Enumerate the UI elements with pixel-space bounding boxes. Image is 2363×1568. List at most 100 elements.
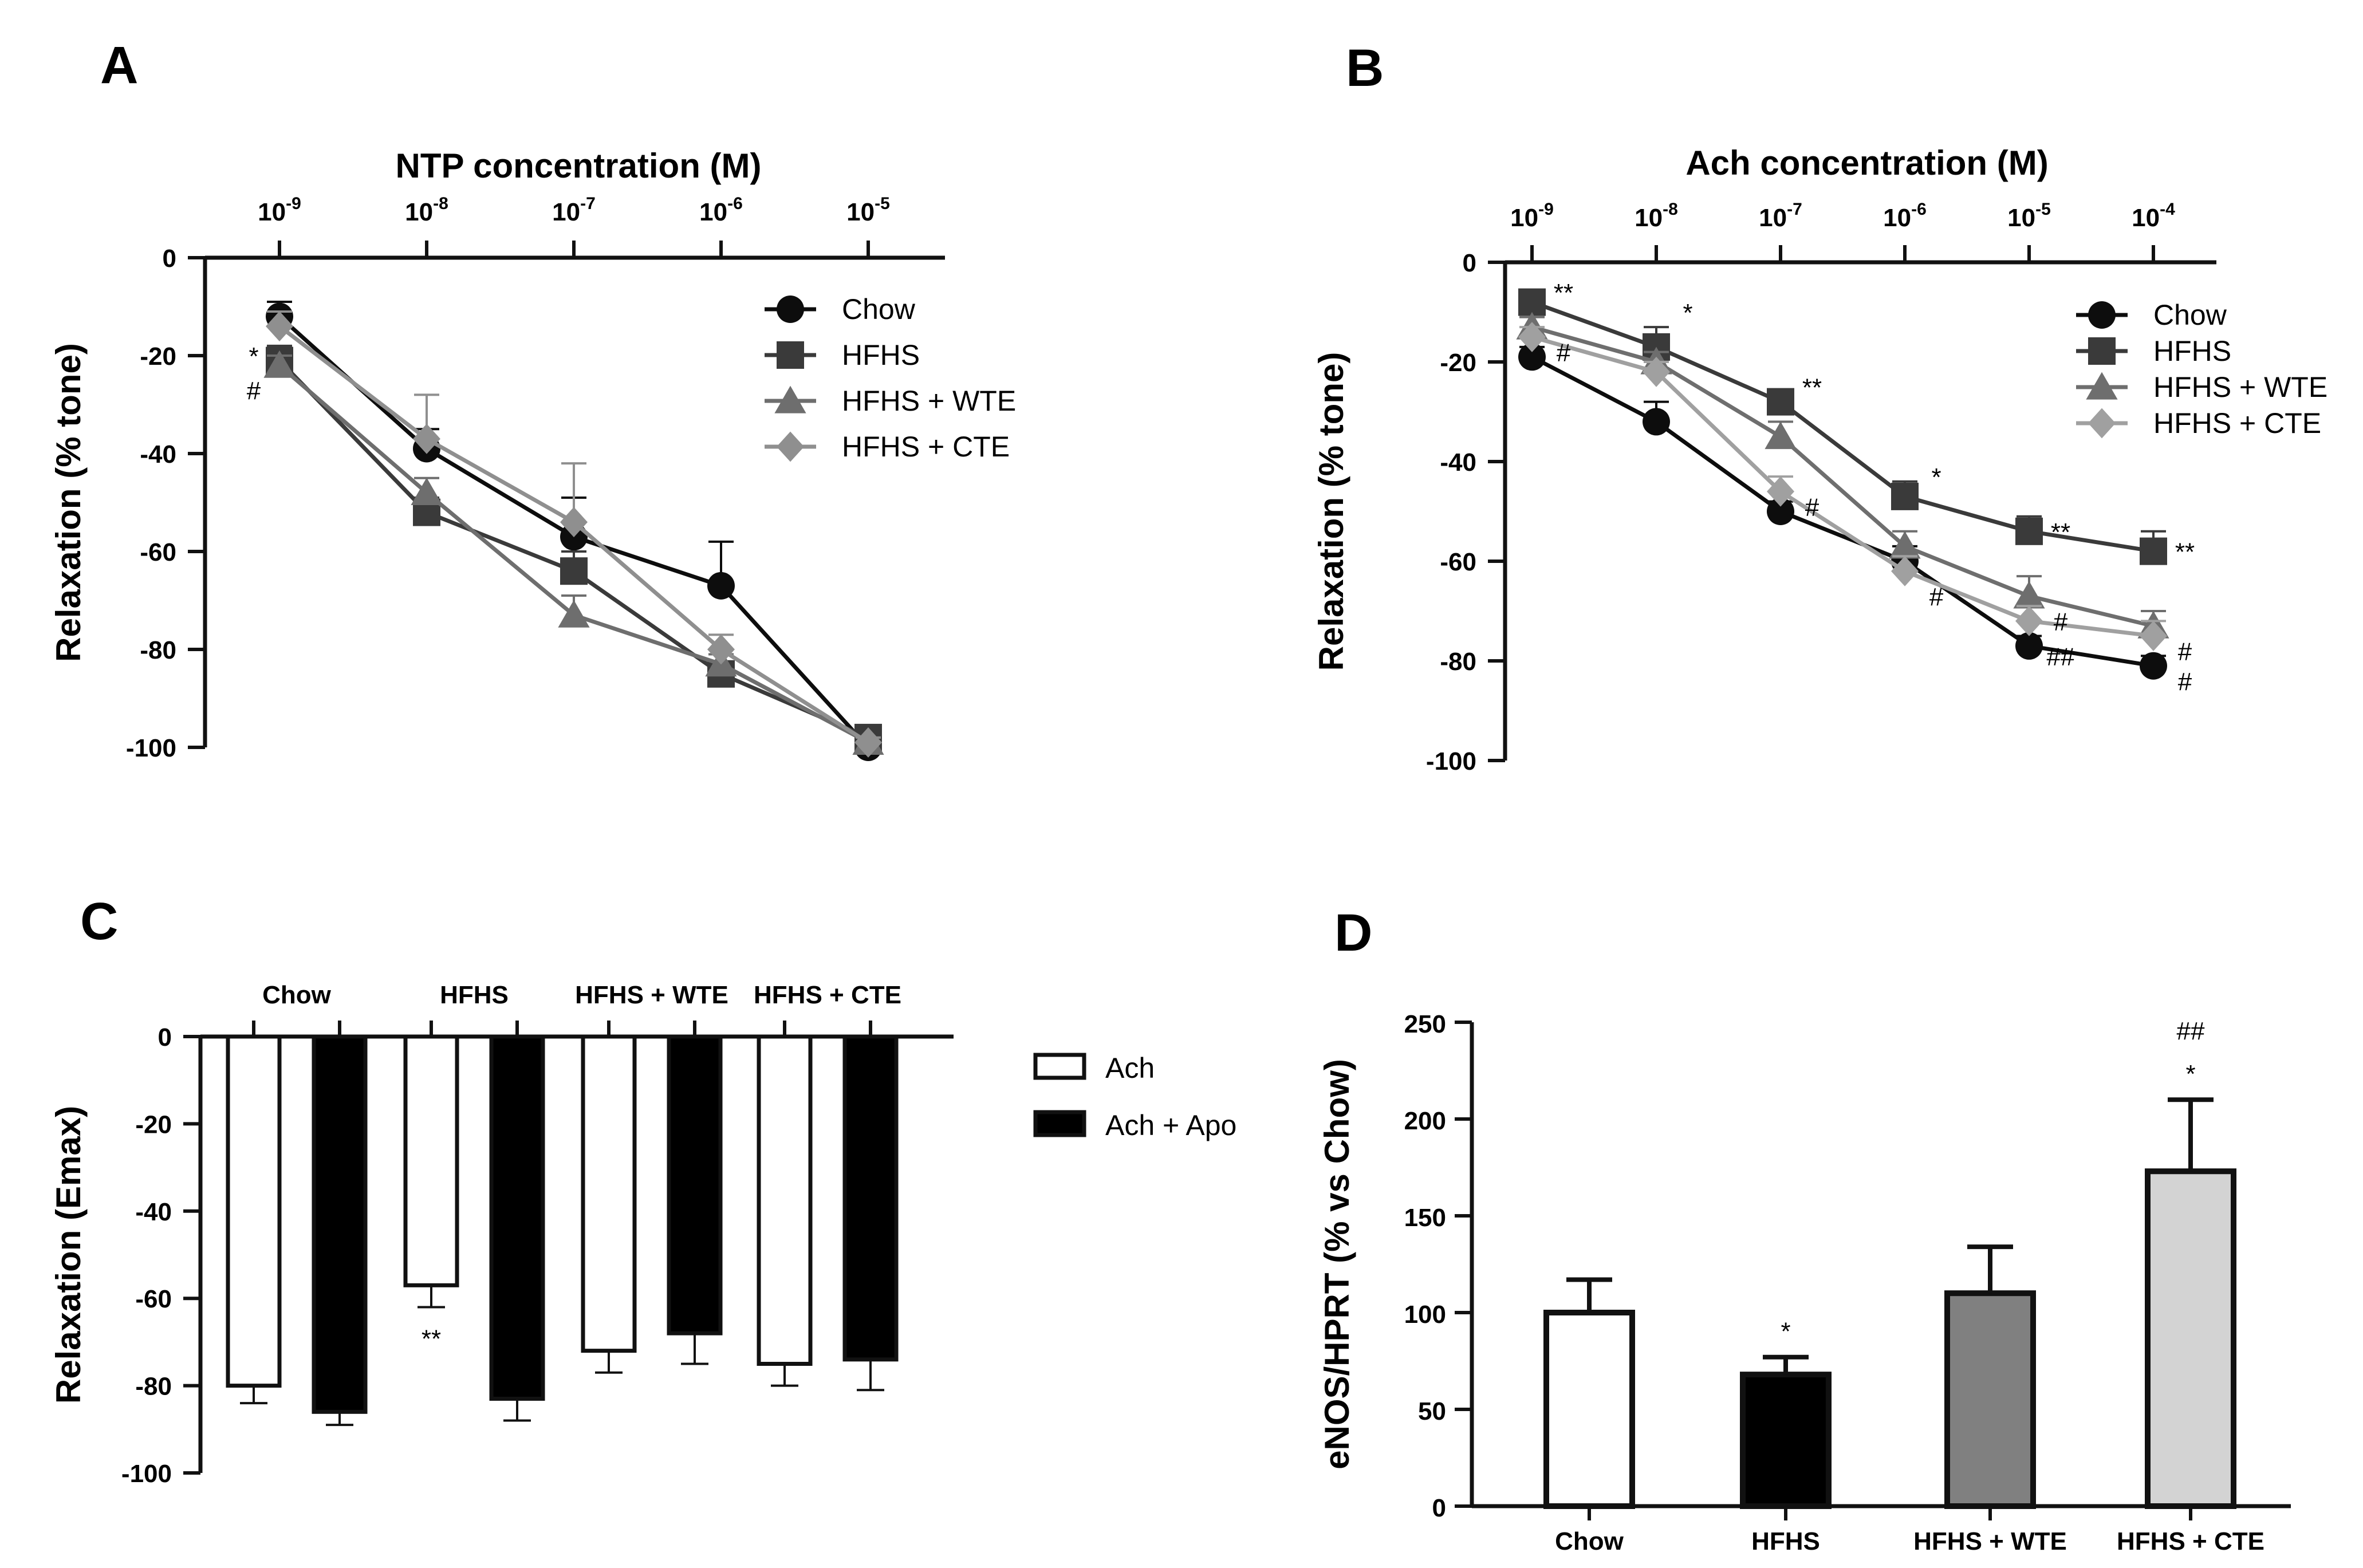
- legend-label: Chow: [2153, 299, 2227, 331]
- data-point: [411, 478, 443, 505]
- y-tick-label: 0: [163, 245, 176, 273]
- data-point: [1891, 482, 1919, 510]
- legend-marker: [2088, 301, 2116, 329]
- legend-label: HFHS + CTE: [2153, 407, 2321, 439]
- y-tick-label: 200: [1404, 1107, 1446, 1135]
- data-point: [1518, 288, 1546, 316]
- data-point: [1889, 531, 1921, 559]
- chart-panel-d: 0 50 100 150 200 250 Chow HFHS HFHS + WTE HFHS + …: [1318, 1010, 2291, 1555]
- y-tick-label: -100: [126, 734, 176, 762]
- series-hfhs: [1518, 288, 2167, 565]
- significance-mark: ##: [2047, 643, 2075, 671]
- data-point: [1518, 322, 1546, 352]
- y-tick-label: -80: [140, 636, 176, 664]
- y-tick-label: 50: [1418, 1397, 1446, 1425]
- data-point: [263, 350, 296, 378]
- legend-label: Ach: [1105, 1052, 1155, 1084]
- data-point: [1643, 408, 1670, 436]
- data-point: [1767, 388, 1794, 416]
- chart-panel-b: 0 -20 -40 -60 -80 -100 10-9 10-8 10-7 10-6 10-5 10-…: [1312, 144, 2327, 775]
- x-tick-label: 10-5: [2007, 200, 2051, 232]
- legend-marker: [2088, 408, 2116, 439]
- x-tick-label: 10-7: [552, 194, 596, 226]
- x-tick-label: 10-9: [258, 194, 301, 226]
- category-label: HFHS + CTE: [754, 981, 901, 1009]
- data-point: [2015, 606, 2043, 636]
- bar-hfhs-wte-ach-apo: [667, 1034, 723, 1335]
- series-hfhs-cte: [1518, 322, 2167, 651]
- data-point: [1891, 556, 1919, 586]
- significance-mark: #: [1929, 583, 1944, 611]
- bar-hfhs-cte-ach-apo: [842, 1034, 899, 1362]
- legend-marker: [2086, 372, 2118, 400]
- x-tick-label: 10-4: [2132, 200, 2175, 232]
- legend-label: HFHS + WTE: [2153, 371, 2327, 403]
- y-tick-label: -40: [135, 1198, 172, 1226]
- x-axis-title: NTP concentration (M): [396, 147, 762, 185]
- significance-mark: #: [247, 377, 261, 405]
- category-label: HFHS + CTE: [2117, 1527, 2264, 1555]
- data-point: [560, 507, 588, 538]
- y-tick-label: 0: [1463, 249, 1476, 277]
- data-point: [2140, 652, 2167, 680]
- legend-label: HFHS: [842, 339, 920, 371]
- y-tick-label: -60: [140, 538, 176, 566]
- legend-marker: [777, 296, 804, 323]
- data-point: [413, 423, 440, 454]
- significance-mark: *: [1683, 299, 1692, 327]
- bar-hfhs: [1740, 1372, 1832, 1509]
- series-line: [1531, 300, 2154, 554]
- bar-chow: [1543, 1310, 1635, 1509]
- significance-mark: *: [2185, 1060, 2195, 1088]
- legend-label: Chow: [842, 293, 916, 325]
- x-axis-title: Ach concentration (M): [1685, 144, 2048, 182]
- data-point: [2015, 632, 2043, 660]
- data-point: [1767, 476, 1794, 507]
- legend-swatch: [1033, 1053, 1086, 1080]
- data-point: [2013, 581, 2045, 609]
- data-point: [854, 727, 882, 758]
- data-point: [1765, 421, 1797, 450]
- significance-mark: #: [2054, 608, 2068, 636]
- series-line: [1531, 335, 2154, 638]
- data-point: [707, 572, 735, 600]
- category-label: Chow: [1555, 1527, 1624, 1555]
- category-label: Chow: [262, 981, 332, 1009]
- data-point: [2140, 621, 2167, 651]
- data-point: [2015, 517, 2043, 545]
- y-tick-label: -60: [1440, 548, 1476, 576]
- significance-mark: **: [2051, 518, 2070, 546]
- significance-mark: *: [1781, 1318, 1790, 1346]
- x-tick-label: 10-7: [1759, 200, 1802, 232]
- data-point: [2140, 537, 2167, 565]
- legend-label: HFHS + CTE: [842, 431, 1010, 463]
- bar-hfhs-wte-ach: [581, 1034, 637, 1353]
- y-tick-label: -20: [140, 342, 176, 371]
- y-axis-title: Relaxation (% tone): [49, 343, 88, 662]
- y-axis-title: Relaxation (Emax): [49, 1106, 88, 1404]
- legend-marker: [777, 341, 804, 369]
- significance-mark: #: [1557, 339, 1571, 367]
- bar-hfhs-cte: [2145, 1168, 2236, 1509]
- legend-label: HFHS: [2153, 335, 2231, 367]
- bar-hfhs-wte: [1944, 1290, 2036, 1509]
- bar-hfhs-cte-ach: [757, 1034, 813, 1366]
- y-axis-title: Relaxation (% tone): [1312, 352, 1350, 671]
- series-line: [1531, 355, 2154, 668]
- series-chow: [1518, 343, 2167, 680]
- significance-mark: **: [2175, 538, 2195, 566]
- y-tick-label: -20: [135, 1110, 172, 1138]
- y-tick-label: -60: [135, 1285, 172, 1313]
- x-tick-label: 10-6: [1883, 200, 1927, 232]
- data-point: [707, 634, 735, 665]
- y-tick-label: -40: [1440, 448, 1476, 476]
- data-point: [266, 311, 293, 342]
- chart-panel-c: 0 -20 -40 -60 -80 -100 Chow HFHS HFHS + WTE HFHS …: [49, 981, 1236, 1488]
- bar-chow-ach: [226, 1034, 282, 1388]
- y-tick-label: 100: [1404, 1301, 1446, 1329]
- x-tick-label: 10-8: [405, 194, 448, 226]
- series-hfhs-cte: [266, 310, 882, 758]
- y-tick-label: -100: [121, 1460, 172, 1488]
- data-point: [1643, 357, 1670, 387]
- data-point: [560, 557, 588, 585]
